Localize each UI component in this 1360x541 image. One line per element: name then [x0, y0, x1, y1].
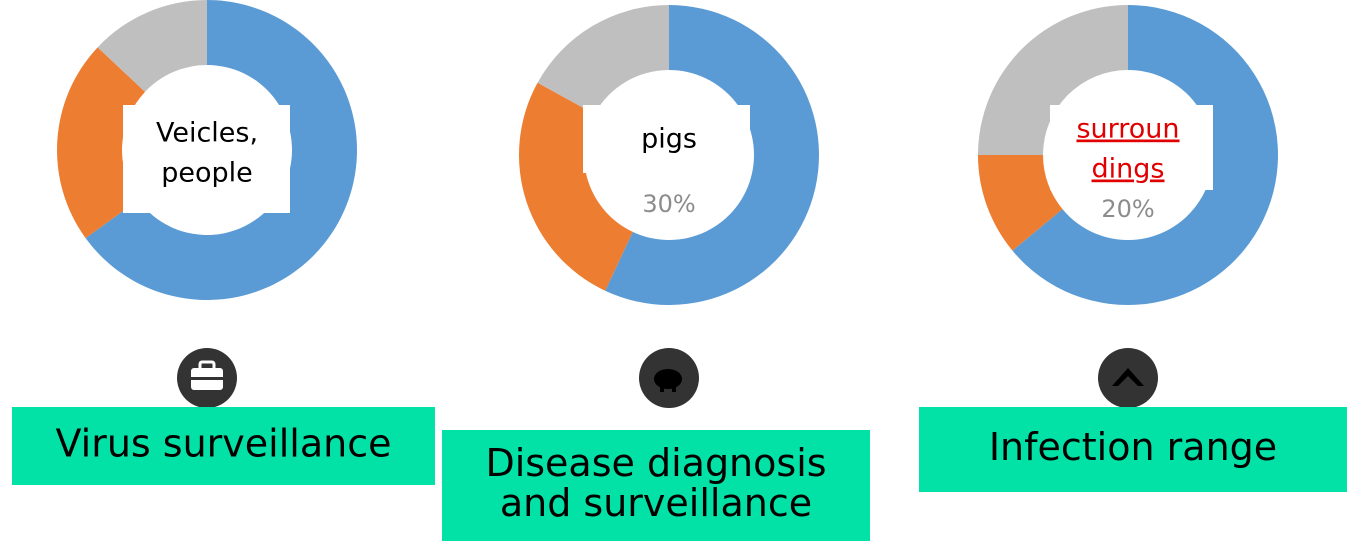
- home-icon: [1098, 348, 1158, 408]
- donut-segment: [519, 82, 633, 291]
- donut-segment: [978, 155, 1063, 251]
- donut-segment: [605, 5, 819, 305]
- caption-box: [919, 407, 1347, 492]
- center-label: surroun: [1076, 114, 1179, 145]
- caption: and surveillance: [500, 481, 812, 525]
- center-label: Veicles,: [156, 118, 258, 149]
- donut-segment: [1012, 5, 1278, 305]
- center-percent: 30%: [642, 190, 695, 218]
- caption-box: [12, 407, 435, 485]
- center-percent: 20%: [1101, 195, 1154, 223]
- caption: Infection range: [989, 425, 1277, 469]
- label-box: [583, 105, 750, 173]
- center-label: pigs: [641, 124, 697, 155]
- donut-segment: [85, 0, 357, 301]
- caption: Disease diagnosis: [485, 441, 826, 485]
- caption: Virus surveillance: [56, 422, 392, 466]
- label-box: [123, 105, 290, 213]
- center-label: dings: [1092, 154, 1165, 185]
- donut-segment: [97, 0, 207, 92]
- label-box: [1050, 105, 1213, 190]
- donut-segment: [978, 5, 1128, 155]
- briefcase-icon: [177, 348, 237, 408]
- caption-box: [442, 430, 870, 541]
- pig-icon: [639, 348, 699, 408]
- center-label: people: [161, 158, 253, 189]
- donut-segment: [537, 4, 669, 115]
